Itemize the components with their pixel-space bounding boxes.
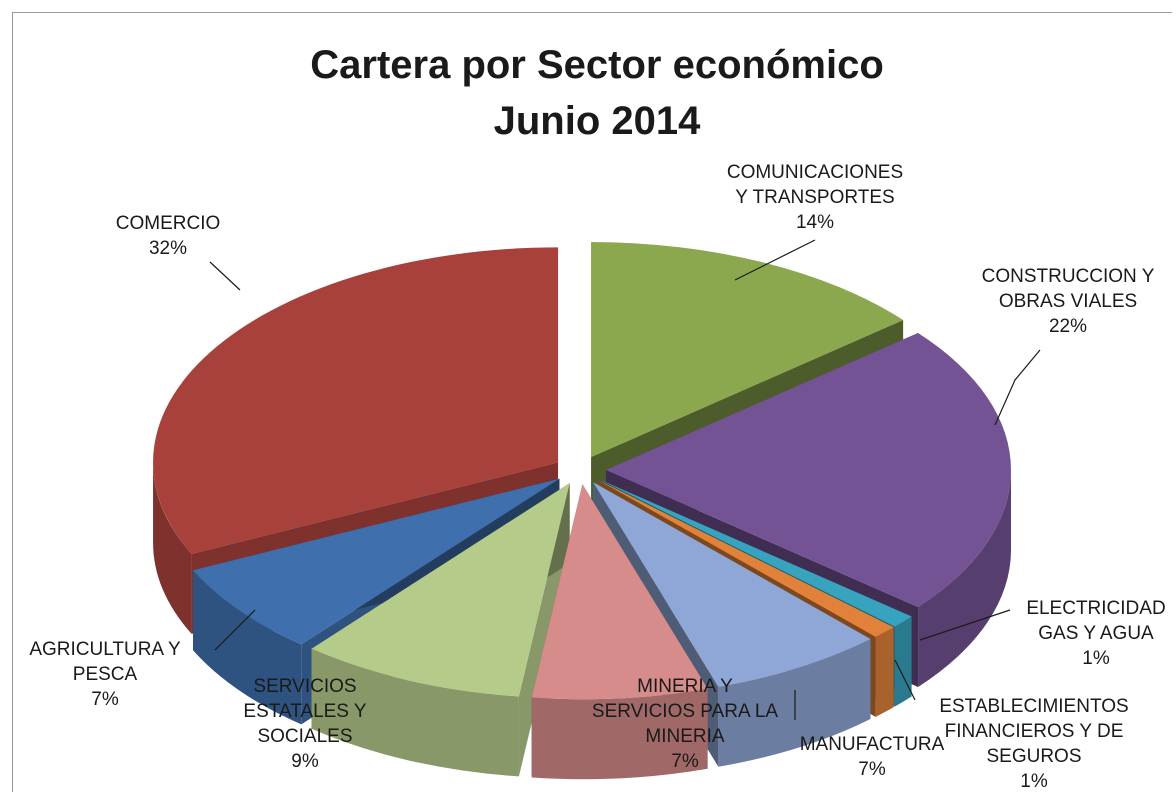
pie-slice-top: [153, 247, 559, 554]
chart-title: Cartera por Sector económico: [310, 43, 884, 87]
data-label: MINERIA Y SERVICIOS PARA LA MINERIA 7%: [592, 676, 779, 772]
labels-layer: COMUNICACIONES Y TRANSPORTES 14% CONSTRUCCI…: [29, 162, 1165, 792]
pie-slice-top: [193, 478, 560, 645]
data-label-percent: 7%: [91, 689, 119, 710]
data-label: COMERCIO 32%: [116, 213, 241, 291]
data-label-text: MANUFACTURA: [800, 734, 945, 755]
data-label-percent: 14%: [796, 212, 834, 233]
data-label-text: GAS Y AGUA: [1038, 623, 1154, 644]
data-label-text: MINERIA Y: [637, 676, 733, 697]
data-label-text: SERVICIOS PARA LA: [592, 701, 779, 722]
chart-subtitle: Junio 2014: [494, 99, 702, 143]
pie-slice-top: [591, 242, 904, 458]
pie-slice-side: [875, 627, 894, 717]
data-label-text: ESTABLECIMIENTOS: [939, 696, 1128, 717]
pie-slice-top: [531, 484, 708, 700]
leader-line: [734, 239, 816, 281]
data-label: ELECTRICIDAD GAS Y AGUA 1%: [919, 598, 1166, 669]
leader-line: [919, 609, 1011, 641]
pie-slice-mineria-y-servicios-para-la-mineria: [531, 484, 708, 780]
data-label-text: SERVICIOS: [253, 676, 356, 697]
data-label-percent: 22%: [1049, 316, 1087, 337]
leader-line: [214, 609, 256, 651]
leader-line: [994, 349, 1041, 426]
leader-line: [894, 659, 916, 701]
leader-line: [209, 261, 241, 291]
data-label-percent: 1%: [1020, 771, 1048, 792]
data-label-percent: 1%: [1082, 648, 1110, 669]
data-label: SERVICIOS ESTATALES Y SOCIALES 9%: [243, 676, 367, 772]
data-label-text: FINANCIEROS Y DE: [945, 721, 1124, 742]
data-label-text: COMERCIO: [116, 213, 221, 234]
pie-slice-top: [311, 483, 570, 697]
pie-slice-top: [606, 332, 1011, 608]
pie-slice-side: [311, 648, 519, 777]
data-label-percent: 32%: [149, 238, 187, 259]
data-label: COMUNICACIONES Y TRANSPORTES 14%: [727, 162, 903, 281]
data-label-text: SOCIALES: [257, 726, 352, 747]
data-label: ESTABLECIMIENTOS FINANCIEROS Y DE SEGUROS 1…: [894, 659, 1129, 792]
pie-slice-servicios-estatales-y-sociales: [311, 483, 570, 777]
data-label-text: ELECTRICIDAD: [1026, 598, 1165, 619]
data-label-text: AGRICULTURA Y: [29, 639, 181, 660]
data-label-text: ESTATALES Y: [243, 701, 367, 722]
data-label: CONSTRUCCION Y OBRAS VIALES 22%: [982, 266, 1155, 426]
pie-slice-side: [193, 570, 302, 725]
slices-layer: [153, 242, 1011, 780]
data-label: MANUFACTURA 7%: [794, 690, 945, 780]
pie-slice-top: [599, 479, 912, 627]
pie-slice-side: [153, 462, 192, 634]
data-label: AGRICULTURA Y PESCA 7%: [29, 609, 256, 710]
pie-slice-side: [894, 616, 912, 707]
data-label-text: Y TRANSPORTES: [735, 187, 894, 208]
pie-slice-top: [593, 482, 871, 687]
data-label-text: MINERIA: [645, 726, 725, 747]
data-label-text: CONSTRUCCION Y: [982, 266, 1155, 287]
data-label-text: SEGUROS: [986, 746, 1081, 767]
data-label-text: COMUNICACIONES: [727, 162, 903, 183]
pie-slice-side: [531, 688, 708, 780]
data-label-text: PESCA: [73, 664, 138, 685]
data-label-percent: 7%: [858, 759, 886, 780]
data-label-percent: 7%: [671, 751, 699, 772]
pie-slice-top: [598, 480, 894, 637]
data-label-percent: 9%: [291, 751, 319, 772]
chart-frame: [12, 12, 1172, 792]
data-label-text: OBRAS VIALES: [999, 291, 1137, 312]
